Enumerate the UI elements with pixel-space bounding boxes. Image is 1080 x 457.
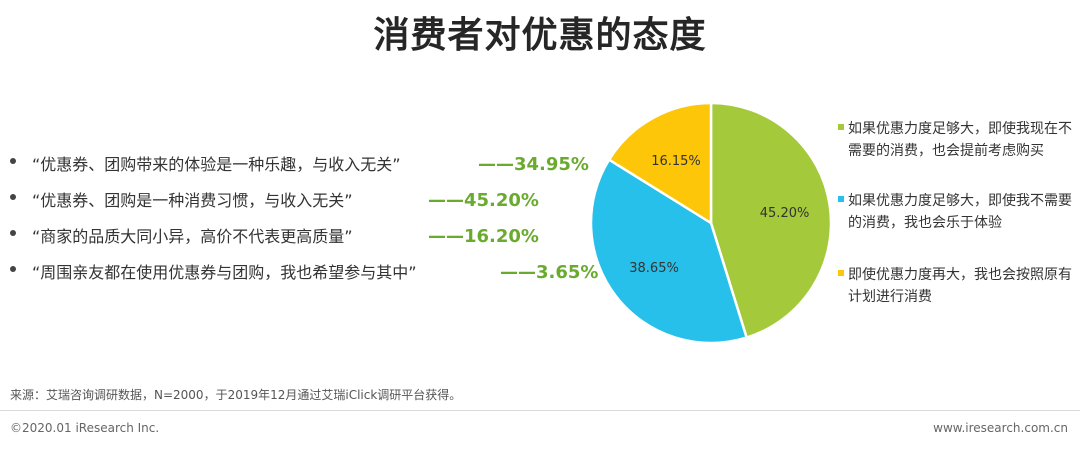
bullet-dot-icon (10, 158, 16, 164)
bullet-text: “优惠券、团购是一种消费习惯，与收入无关” (32, 191, 353, 210)
legend-swatch-blue (838, 196, 844, 202)
pie-slice (607, 101, 713, 226)
bullet-percentage: ——3.65% (500, 262, 599, 283)
pie-slice-label: 45.20% (760, 206, 810, 221)
bullet-percentage: ——16.20% (428, 226, 539, 247)
bullet-text: “优惠券、团购带来的体验是一种乐趣，与收入无关” (32, 155, 401, 174)
legend-label: 即使优惠力度再大，我也会按照原有计划进行消费 (848, 267, 1072, 305)
bullet-text: “周围亲友都在使用优惠券与团购，我也希望参与其中” (32, 263, 417, 282)
legend-swatch-green (838, 124, 844, 130)
bullet-dot-icon (10, 194, 16, 200)
copyright-text: ©2020.01 iResearch Inc. (10, 421, 160, 435)
legend-swatch-yellow (838, 270, 844, 276)
legend-label: 如果优惠力度足够大，即使我现在不需要的消费，也会提前考虑购买 (848, 121, 1072, 159)
bullet-percentage: ——45.20% (428, 190, 539, 211)
website-link[interactable]: www.iresearch.com.cn (933, 421, 1068, 435)
bullet-dot-icon (10, 266, 16, 272)
bullet-text: “商家的品质大同小异，高价不代表更高质量” (32, 227, 353, 246)
pie-slice (589, 157, 749, 345)
footer-divider (0, 410, 1080, 411)
source-note: 来源：艾瑞咨询调研数据，N=2000，于2019年12月通过艾瑞iClick调研… (10, 388, 462, 402)
pie-slice (709, 101, 833, 340)
pie-chart: 45.20% 38.65% 16.15% (589, 101, 833, 345)
pie-slice-label: 38.65% (629, 261, 679, 276)
page-title: 消费者对优惠的态度 (373, 15, 707, 56)
pie-slice-label: 16.15% (651, 154, 701, 169)
legend-label: 如果优惠力度足够大，即使我不需要的消费，我也会乐于体验 (848, 193, 1072, 231)
bullet-percentage: ——34.95% (478, 154, 589, 175)
bullet-dot-icon (10, 230, 16, 236)
